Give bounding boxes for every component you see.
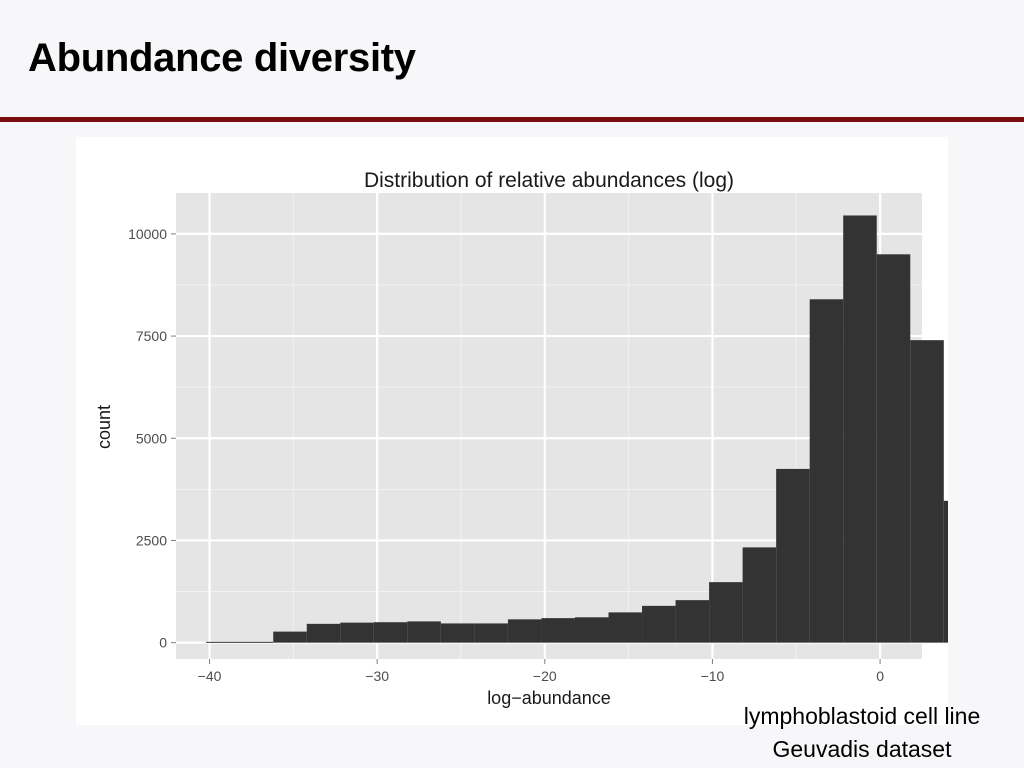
- histogram-bars: [206, 215, 948, 643]
- x-tick-label: −40: [198, 668, 222, 684]
- histogram-bar: [373, 622, 408, 643]
- histogram-bar: [608, 612, 643, 643]
- histogram-bar: [474, 623, 508, 643]
- histogram-bar: [239, 641, 274, 643]
- histogram-bar: [876, 254, 911, 643]
- x-axis: −40 −30 −20 −10 0: [198, 659, 884, 684]
- x-axis-label: log−abundance: [487, 688, 611, 708]
- x-tick-label: −30: [365, 668, 389, 684]
- caption-dataset: Geuvadis dataset: [772, 736, 952, 762]
- histogram-bar: [407, 621, 441, 643]
- histogram-bar: [675, 600, 710, 643]
- histogram-bar: [340, 622, 374, 643]
- histogram-bar: [709, 582, 743, 643]
- histogram-chart: Distribution of relative abundances (log…: [94, 169, 948, 708]
- histogram-bar: [541, 618, 575, 643]
- title-rule: [0, 117, 1024, 122]
- y-tick-label: 0: [159, 635, 167, 651]
- histogram-bar: [776, 468, 810, 643]
- histogram-bar: [809, 299, 844, 643]
- chart-title: Distribution of relative abundances (log…: [364, 169, 734, 192]
- y-tick-label: 2500: [136, 532, 167, 548]
- y-tick-label: 7500: [136, 328, 167, 344]
- histogram-bar: [943, 500, 948, 643]
- histogram-bar: [742, 547, 777, 643]
- histogram-bar: [910, 340, 944, 643]
- histogram-bar: [574, 617, 609, 643]
- y-tick-label: 5000: [136, 430, 167, 446]
- caption-cell-line: lymphoblastoid cell line: [743, 703, 981, 729]
- y-axis-label: count: [94, 405, 114, 449]
- histogram-bar: [642, 605, 676, 643]
- histogram-bar: [843, 215, 877, 643]
- slide-title: Abundance diversity: [28, 36, 416, 80]
- histogram-bar: [273, 631, 307, 643]
- y-axis: 0 2500 5000 7500 10000: [128, 226, 176, 651]
- histogram-bar: [306, 623, 341, 643]
- histogram-bar: [440, 623, 475, 643]
- x-tick-label: −20: [533, 668, 557, 684]
- y-tick-label: 10000: [128, 226, 167, 242]
- histogram-bar: [206, 641, 240, 643]
- histogram-bar: [507, 619, 542, 643]
- x-tick-label: −10: [701, 668, 725, 684]
- x-tick-label: 0: [876, 668, 884, 684]
- histogram-panel: Distribution of relative abundances (log…: [76, 137, 948, 725]
- dataset-caption: lymphoblastoid cell line Geuvadis datase…: [700, 700, 1024, 766]
